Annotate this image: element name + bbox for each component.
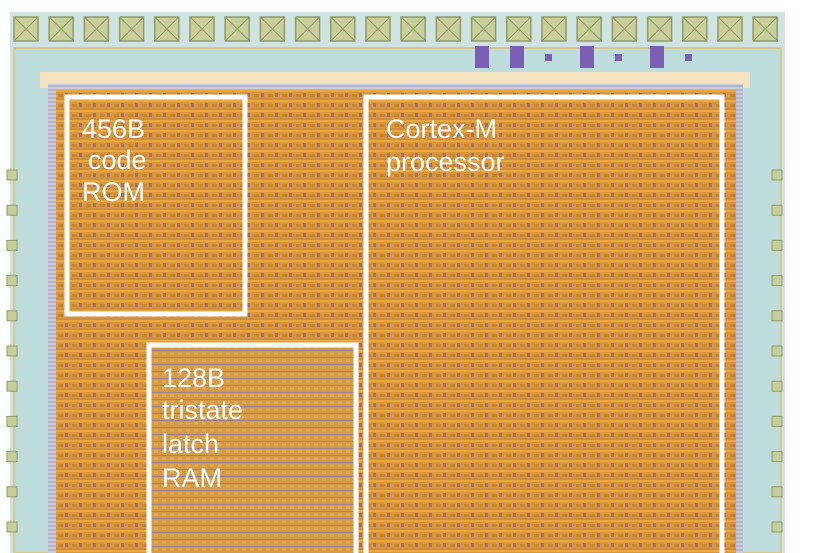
side-pad bbox=[771, 345, 783, 357]
io-driver bbox=[650, 46, 664, 68]
side-pad bbox=[6, 275, 18, 287]
label-line: processor bbox=[386, 147, 505, 177]
label-line: code bbox=[88, 145, 147, 175]
region-box bbox=[64, 94, 248, 317]
label-line: 128B bbox=[162, 363, 225, 393]
label-line: Cortex-M bbox=[386, 114, 497, 144]
side-pad bbox=[771, 415, 783, 427]
io-driver bbox=[510, 46, 524, 68]
region-label: 128B tristate latch RAM bbox=[162, 363, 251, 493]
label-line: RAM bbox=[162, 463, 222, 493]
region-box bbox=[146, 342, 359, 553]
pad-cross bbox=[260, 16, 285, 42]
pad-cross bbox=[189, 16, 215, 42]
io-driver bbox=[580, 46, 594, 68]
side-pad bbox=[771, 169, 783, 181]
side-pad bbox=[6, 345, 18, 357]
pad-cross bbox=[506, 16, 532, 42]
side-pad bbox=[6, 169, 18, 181]
pad-cross bbox=[154, 16, 180, 42]
pad-cross bbox=[471, 16, 496, 42]
side-pad bbox=[6, 451, 18, 463]
pad-cross bbox=[541, 16, 567, 42]
side-pad bbox=[771, 204, 783, 216]
side-pad bbox=[6, 415, 18, 427]
region-box bbox=[363, 94, 725, 553]
side-pad bbox=[6, 486, 18, 498]
pad-cross bbox=[119, 16, 144, 42]
pad-cross bbox=[84, 16, 109, 42]
label-line: 456B bbox=[82, 114, 145, 144]
side-pad bbox=[771, 451, 783, 463]
side-pad bbox=[771, 521, 783, 533]
pad-cross bbox=[717, 16, 743, 42]
pad-cross bbox=[436, 16, 461, 42]
side-pad bbox=[6, 310, 18, 322]
side-pad bbox=[771, 275, 783, 287]
pad-cross bbox=[48, 16, 74, 42]
side-pad bbox=[6, 204, 18, 216]
label-line: tristate bbox=[162, 395, 243, 425]
pad-cross bbox=[612, 16, 637, 42]
pad-cross bbox=[330, 16, 356, 42]
region-label: 456B code ROM bbox=[82, 114, 154, 207]
pad-cross bbox=[13, 16, 39, 42]
pads bbox=[6, 16, 783, 533]
io-driver bbox=[685, 54, 692, 61]
label-line: latch bbox=[162, 429, 219, 459]
pad-cross bbox=[752, 16, 778, 42]
side-pad bbox=[6, 380, 18, 392]
pad-cross bbox=[365, 16, 391, 42]
pad-cross bbox=[400, 16, 426, 42]
pad-cross bbox=[682, 16, 708, 42]
side-pad bbox=[6, 239, 18, 251]
side-pad bbox=[6, 521, 18, 533]
side-pad bbox=[771, 486, 783, 498]
region-label: Cortex-M processor bbox=[386, 114, 505, 177]
label-line: ROM bbox=[82, 177, 145, 207]
side-pad bbox=[771, 239, 783, 251]
pad-cross bbox=[224, 16, 250, 42]
io-driver bbox=[615, 54, 622, 61]
side-pad bbox=[771, 310, 783, 322]
pad-cross bbox=[295, 16, 320, 42]
pad-cross bbox=[576, 16, 602, 42]
pad-cross bbox=[647, 16, 672, 42]
io-driver bbox=[475, 46, 489, 68]
side-pad bbox=[771, 380, 783, 392]
ram-array bbox=[150, 345, 355, 553]
io-driver bbox=[545, 54, 552, 61]
